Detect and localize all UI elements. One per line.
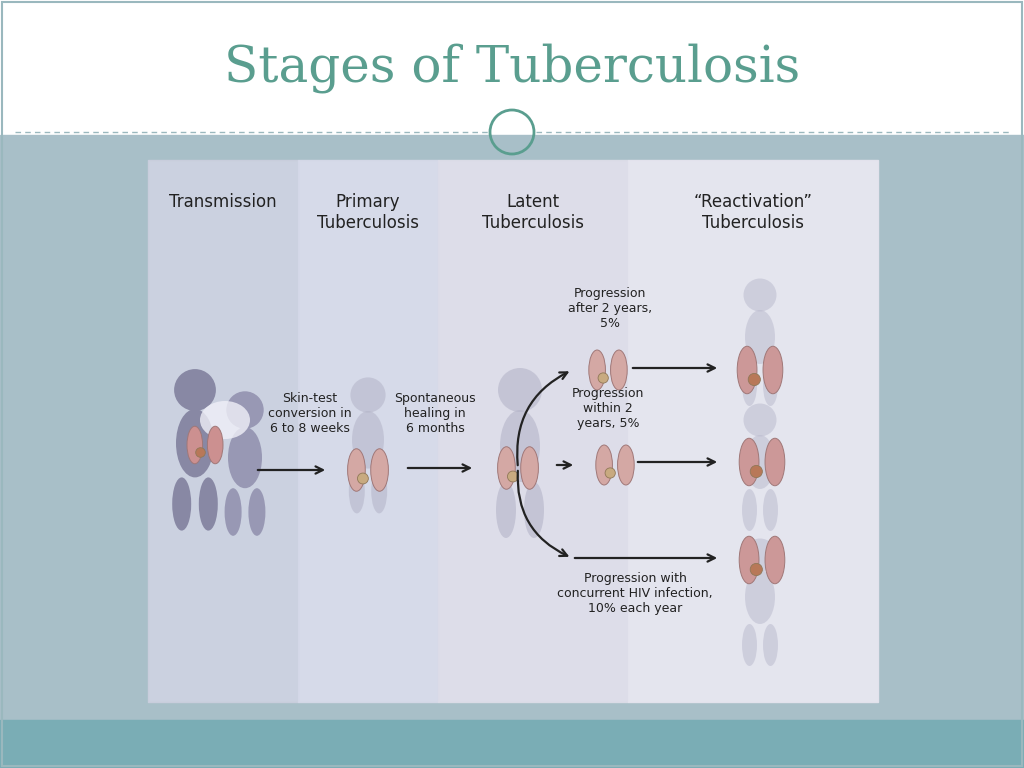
Text: Progression
after 2 years,
5%: Progression after 2 years, 5% <box>568 287 652 330</box>
Ellipse shape <box>763 624 778 666</box>
Circle shape <box>743 538 776 571</box>
Circle shape <box>350 377 386 412</box>
Bar <box>0 0 1024 135</box>
Ellipse shape <box>763 364 778 406</box>
FancyBboxPatch shape <box>148 160 878 702</box>
Ellipse shape <box>742 364 757 406</box>
Ellipse shape <box>589 350 605 390</box>
Text: Spontaneous
healing in
6 months: Spontaneous healing in 6 months <box>394 392 476 435</box>
Bar <box>628 160 878 702</box>
Bar <box>298 160 438 702</box>
Ellipse shape <box>498 447 515 489</box>
Circle shape <box>196 448 205 457</box>
Ellipse shape <box>521 447 539 489</box>
Circle shape <box>605 468 615 478</box>
Ellipse shape <box>742 624 757 666</box>
Ellipse shape <box>371 468 387 513</box>
Circle shape <box>498 368 542 412</box>
Circle shape <box>508 471 518 482</box>
Ellipse shape <box>596 445 612 485</box>
Ellipse shape <box>228 427 262 488</box>
Ellipse shape <box>742 489 757 531</box>
Ellipse shape <box>745 435 775 489</box>
Circle shape <box>749 373 761 386</box>
Circle shape <box>751 564 763 575</box>
Ellipse shape <box>224 488 242 536</box>
Ellipse shape <box>352 411 384 468</box>
Ellipse shape <box>249 488 265 536</box>
Ellipse shape <box>187 426 203 464</box>
Ellipse shape <box>496 482 516 538</box>
Ellipse shape <box>349 468 365 513</box>
Circle shape <box>174 369 216 411</box>
Circle shape <box>357 473 369 484</box>
Text: Progression with
concurrent HIV infection,
10% each year: Progression with concurrent HIV infectio… <box>557 572 713 615</box>
Ellipse shape <box>745 570 775 624</box>
Ellipse shape <box>737 346 757 394</box>
Ellipse shape <box>745 310 775 364</box>
Circle shape <box>743 279 776 312</box>
Circle shape <box>226 392 264 429</box>
Text: Latent
Tuberculosis: Latent Tuberculosis <box>482 193 584 232</box>
Text: Progression
within 2
years, 5%: Progression within 2 years, 5% <box>571 387 644 430</box>
Circle shape <box>743 403 776 436</box>
Bar <box>438 160 628 702</box>
Ellipse shape <box>763 489 778 531</box>
Ellipse shape <box>371 449 388 492</box>
Circle shape <box>751 465 763 478</box>
Ellipse shape <box>200 401 250 439</box>
Ellipse shape <box>172 478 191 531</box>
Circle shape <box>598 373 608 383</box>
Bar <box>148 160 298 702</box>
Text: Stages of Tuberculosis: Stages of Tuberculosis <box>224 43 800 93</box>
Ellipse shape <box>176 409 214 478</box>
Ellipse shape <box>524 482 544 538</box>
Ellipse shape <box>739 439 759 485</box>
Text: Skin-test
conversion in
6 to 8 weeks: Skin-test conversion in 6 to 8 weeks <box>268 392 352 435</box>
Text: Primary
Tuberculosis: Primary Tuberculosis <box>317 193 419 232</box>
Text: “Reactivation”
Tuberculosis: “Reactivation” Tuberculosis <box>693 193 812 232</box>
Bar <box>0 135 1024 720</box>
Ellipse shape <box>610 350 627 390</box>
Ellipse shape <box>208 426 223 464</box>
Ellipse shape <box>739 536 759 584</box>
Bar <box>0 720 1024 768</box>
Ellipse shape <box>500 410 540 482</box>
Ellipse shape <box>617 445 634 485</box>
Ellipse shape <box>765 536 784 584</box>
Ellipse shape <box>347 449 366 492</box>
Ellipse shape <box>199 478 218 531</box>
Ellipse shape <box>763 346 782 394</box>
Ellipse shape <box>765 439 784 485</box>
Text: Transmission: Transmission <box>169 193 276 211</box>
